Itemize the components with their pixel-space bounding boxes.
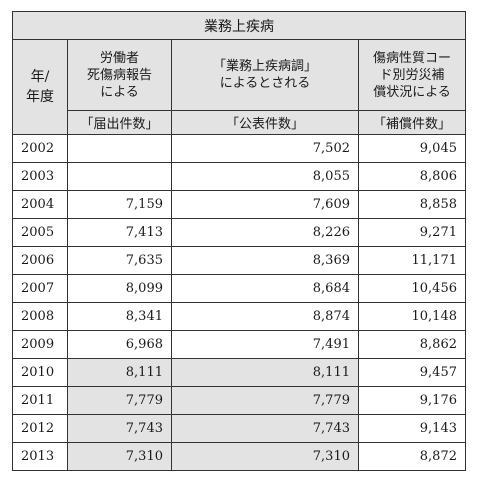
compensation-count-cell: 9,045: [358, 134, 466, 163]
table-row: 2005 7,413 8,226 9,271: [12, 218, 466, 247]
table-row: 2004 7,159 7,609 8,858: [12, 190, 466, 219]
col1-header: 労働者 死傷病報告 による: [67, 39, 172, 111]
compensation-count-cell: 9,271: [358, 218, 466, 247]
report-count-cell: 8,111: [67, 358, 172, 387]
year-cell: 2013: [12, 442, 68, 471]
report-count-cell: 7,159: [67, 190, 172, 219]
report-count-cell: 7,779: [67, 386, 172, 415]
published-count-cell: 7,609: [171, 190, 359, 219]
table-row: 2010 8,111 8,111 9,457: [12, 358, 466, 387]
compensation-count-cell: 10,456: [358, 274, 466, 303]
year-cell: 2010: [12, 358, 68, 387]
report-count-cell: [67, 162, 172, 191]
published-count-cell: 8,226: [171, 218, 359, 247]
col3-subheader: 「補償件数」: [358, 110, 466, 135]
year-cell: 2009: [12, 330, 68, 359]
published-count-cell: 7,502: [171, 134, 359, 163]
report-count-cell: [67, 134, 172, 163]
year-cell: 2012: [12, 414, 68, 443]
table-row: 2007 8,099 8,684 10,456: [12, 274, 466, 303]
compensation-count-cell: 8,858: [358, 190, 466, 219]
published-count-cell: 8,111: [171, 358, 359, 387]
report-count-cell: 8,341: [67, 302, 172, 331]
disease-statistics-table: 業務上疾病 年/ 年度 労働者 死傷病報告 による 「業務上疾病調」 によるとさ…: [12, 11, 466, 471]
compensation-count-cell: 10,148: [358, 302, 466, 331]
year-header: 年/ 年度: [12, 39, 68, 135]
published-count-cell: 7,491: [171, 330, 359, 359]
report-count-cell: 7,635: [67, 246, 172, 275]
published-count-cell: 7,779: [171, 386, 359, 415]
year-cell: 2005: [12, 218, 68, 247]
year-cell: 2011: [12, 386, 68, 415]
table-row: 2006 7,635 8,369 11,171: [12, 246, 466, 275]
report-count-cell: 6,968: [67, 330, 172, 359]
table-row: 2002 7,502 9,045: [12, 134, 466, 163]
col3-header: 傷病性質コー ド別労災補 償状況による: [358, 39, 466, 111]
table-row: 2008 8,341 8,874 10,148: [12, 302, 466, 331]
year-cell: 2007: [12, 274, 68, 303]
compensation-count-cell: 8,872: [358, 442, 466, 471]
published-count-cell: 8,055: [171, 162, 359, 191]
published-count-cell: 8,874: [171, 302, 359, 331]
compensation-count-cell: 8,806: [358, 162, 466, 191]
table-row: 2011 7,779 7,779 9,176: [12, 386, 466, 415]
compensation-count-cell: 9,176: [358, 386, 466, 415]
col2-subheader: 「公表件数」: [171, 110, 359, 135]
table-body: 2002 7,502 9,045 2003 8,055 8,806 2004 7,159 7,6…: [12, 134, 466, 471]
table-row: 2009 6,968 7,491 8,862: [12, 330, 466, 359]
year-cell: 2006: [12, 246, 68, 275]
published-count-cell: 8,684: [171, 274, 359, 303]
compensation-count-cell: 9,143: [358, 414, 466, 443]
compensation-count-cell: 8,862: [358, 330, 466, 359]
table-row: 2013 7,310 7,310 8,872: [12, 442, 466, 471]
table-row: 2003 8,055 8,806: [12, 162, 466, 191]
year-cell: 2008: [12, 302, 68, 331]
compensation-count-cell: 9,457: [358, 358, 466, 387]
published-count-cell: 7,743: [171, 414, 359, 443]
col2-header: 「業務上疾病調」 によるとされる: [171, 39, 359, 111]
table-row: 2012 7,743 7,743 9,143: [12, 414, 466, 443]
year-cell: 2004: [12, 190, 68, 219]
year-cell: 2002: [12, 134, 68, 163]
published-count-cell: 7,310: [171, 442, 359, 471]
published-count-cell: 8,369: [171, 246, 359, 275]
table-title: 業務上疾病: [12, 11, 466, 40]
report-count-cell: 7,310: [67, 442, 172, 471]
year-cell: 2003: [12, 162, 68, 191]
compensation-count-cell: 11,171: [358, 246, 466, 275]
col1-subheader: 「届出件数」: [67, 110, 172, 135]
report-count-cell: 7,413: [67, 218, 172, 247]
report-count-cell: 7,743: [67, 414, 172, 443]
report-count-cell: 8,099: [67, 274, 172, 303]
